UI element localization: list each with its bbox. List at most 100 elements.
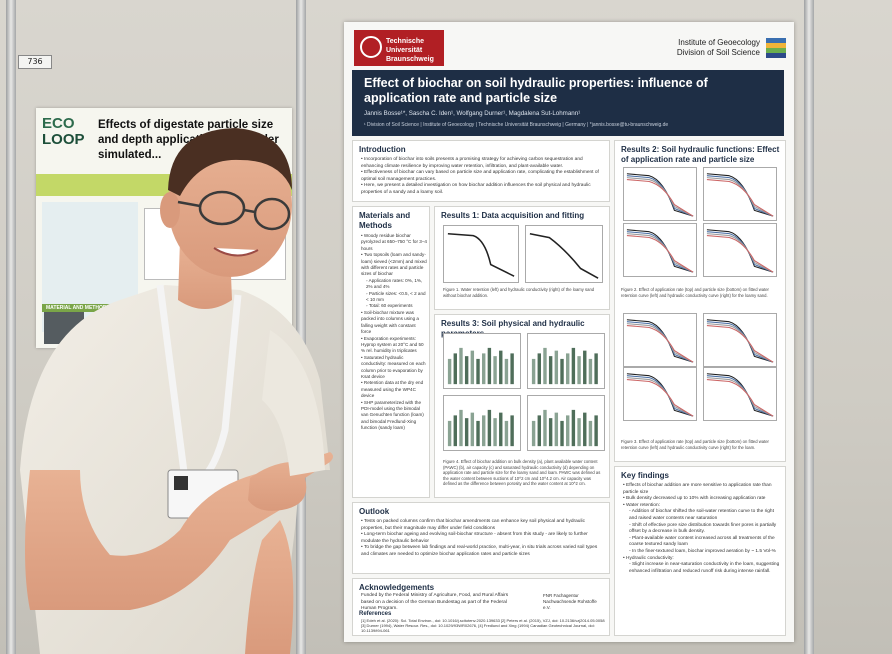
curve-mark xyxy=(626,325,694,363)
bar-mark xyxy=(571,409,576,447)
bar-mark xyxy=(566,353,570,385)
bar-mark xyxy=(499,350,503,385)
bar-mark xyxy=(504,358,509,385)
curve-mark xyxy=(626,173,694,217)
acknowledgements-box: Acknowledgements Funded by the Federal M… xyxy=(352,578,610,636)
forearm xyxy=(245,520,294,654)
bar-mark xyxy=(464,418,469,447)
acknowledgements-text: Funded by the Federal Ministry of Agricu… xyxy=(361,593,509,612)
bar-mark xyxy=(476,420,480,447)
bar-mark xyxy=(577,356,581,385)
introduction-box: Introduction • Incorporation of biochar … xyxy=(352,140,610,202)
bar-mark xyxy=(482,353,486,385)
display-frame-right xyxy=(804,0,814,654)
neighbor-poster-band xyxy=(36,174,292,196)
curve-mark xyxy=(626,319,694,363)
figure-4-caption: Figure 4. Effect of biochar addition on … xyxy=(443,459,601,487)
figure-1-conductivity-plot xyxy=(525,225,603,283)
bar-mark xyxy=(447,358,452,385)
bar-mark xyxy=(560,358,564,385)
bar-mark xyxy=(459,409,463,447)
university-name: Technische Universität Braunschweig xyxy=(386,38,434,63)
results-3-plot-c xyxy=(443,395,521,451)
curve-mark xyxy=(626,233,694,273)
outlook-box: Outlook • Tests on packed columns confir… xyxy=(352,502,610,574)
bar-mark xyxy=(531,358,536,385)
curve-mark xyxy=(626,177,694,217)
results-2-left-plot xyxy=(623,313,697,367)
neighbor-poster: ECO LOOP Effects of digestate particle s… xyxy=(36,108,292,348)
curve-mark xyxy=(706,321,774,363)
neighbor-poster-title: Effects of digestate particle size and d… xyxy=(98,119,279,161)
results-3-box: Results 3: Soil physical and hydraulic p… xyxy=(434,314,610,498)
bar-mark xyxy=(453,415,457,447)
bar-mark xyxy=(459,347,463,385)
materials-methods-box: Materials and Methods • Woody residue bi… xyxy=(352,206,430,498)
bar-mark xyxy=(453,353,457,385)
key-findings-box: Key findings • Effects of biochar additi… xyxy=(614,466,786,636)
figure-2-caption: Figure 2. Effect of application rate (to… xyxy=(621,287,769,298)
bar-mark xyxy=(510,415,514,447)
results-2-left-plot xyxy=(623,223,697,277)
poster-title: Effect of biochar on soil hydraulic prop… xyxy=(364,76,708,105)
bar-mark xyxy=(566,415,570,447)
curve-mark xyxy=(706,179,774,217)
sleeve xyxy=(262,330,325,476)
bar-mark xyxy=(577,418,581,447)
results-1-box: Results 1: Data acquisition and fitting … xyxy=(434,206,610,310)
bar-mark xyxy=(583,350,587,385)
results-3-plot-b xyxy=(527,333,605,389)
poster-authors: Jannis Bosse¹*, Sascha C. Iden¹, Wolfgan… xyxy=(364,110,581,117)
bar-mark xyxy=(482,415,486,447)
display-frame-middle xyxy=(296,0,306,654)
curve-mark xyxy=(626,229,694,273)
acknowledgements-heading: Acknowledgements xyxy=(359,583,435,592)
booth-number-tag: 736 xyxy=(18,55,52,69)
bar-mark xyxy=(487,347,492,385)
curve-mark xyxy=(626,373,694,417)
funder-logo: FNR Fachagentur Nachwachsende Rohstoffe … xyxy=(543,593,597,610)
arm xyxy=(25,470,280,610)
curve-mark xyxy=(626,179,694,217)
results-2-right-plot xyxy=(703,367,777,421)
outlook-heading: Outlook xyxy=(359,507,390,516)
curve-mark xyxy=(706,379,774,417)
results-2-left-plot xyxy=(623,367,697,421)
curve-mark xyxy=(706,233,774,273)
curve-mark xyxy=(706,229,774,273)
curve-mark xyxy=(706,323,774,363)
references-text: [1] Edeh et al. (2020): Sci. Total Envir… xyxy=(361,618,605,633)
bar-mark xyxy=(554,412,559,447)
curve-mark xyxy=(626,235,694,273)
ecoloop-logo: ECO LOOP xyxy=(42,115,85,148)
curve-mark xyxy=(706,235,774,273)
curve-mark xyxy=(706,377,774,417)
figure-3-caption: Figure 3. Effect of application rate (to… xyxy=(621,439,769,450)
curve-mark xyxy=(626,375,694,417)
bar-mark xyxy=(464,356,469,385)
neighbor-poster-photo xyxy=(44,312,84,344)
bar-mark xyxy=(588,358,593,385)
outlook-text: • Tests on packed columns confirm that b… xyxy=(361,519,598,557)
introduction-heading: Introduction xyxy=(359,145,406,154)
bar-mark xyxy=(554,350,559,385)
university-logo: Technische Universität Braunschweig xyxy=(354,30,444,66)
results-2-right-plot xyxy=(703,313,777,367)
bar-mark xyxy=(560,420,564,447)
bar-mark xyxy=(504,420,509,447)
materials-text: • Woody residue biochar pyrolyzed at 650… xyxy=(361,233,427,431)
results-2-right-plot xyxy=(703,223,777,277)
curve-mark xyxy=(706,375,774,417)
bar-mark xyxy=(543,409,547,447)
curve-mark xyxy=(626,379,694,417)
curve-mark xyxy=(706,175,774,217)
figure-1-caption: Figure 1. Water retention (left) and hyd… xyxy=(443,287,595,298)
introduction-text: • Incorporation of biochar into soils pr… xyxy=(361,157,599,195)
materials-heading: Materials and Methods xyxy=(359,211,411,230)
pointing-hand xyxy=(248,452,333,511)
curve-mark xyxy=(626,377,694,417)
results-2-box: Results 2: Soil hydraulic functions: Eff… xyxy=(614,140,786,462)
bar-mark xyxy=(493,418,497,447)
key-findings-heading: Key findings xyxy=(621,471,670,480)
